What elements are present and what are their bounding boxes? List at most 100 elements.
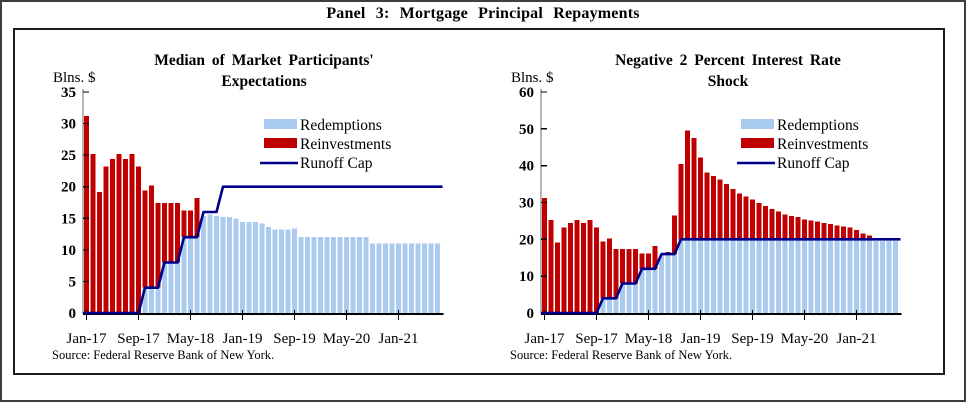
x-tick-label: Sep-19 <box>273 331 316 347</box>
chart-title-line2: Shock <box>708 73 749 90</box>
redemption-bar <box>815 239 820 313</box>
redemption-bar <box>227 217 232 313</box>
runoff-cap-line <box>541 238 901 315</box>
reinvestment-bar <box>574 220 580 313</box>
redemption-bar <box>659 255 664 313</box>
charts-container: 0 5 10 15 20 25 30 35 Jan-17 Sep-17 May-18 Jan-19 Se… <box>13 28 945 375</box>
reinvestment-bar <box>548 220 554 313</box>
legend-label-runoff-cap: Runoff Cap <box>300 155 373 172</box>
reinvestment-bar <box>162 203 167 263</box>
redemption-bar <box>207 214 213 313</box>
reinvestment-bar <box>789 215 794 240</box>
redemption-bar <box>324 237 330 313</box>
redemption-bar <box>626 283 632 313</box>
redemption-bar <box>246 222 252 313</box>
source-note: Source: Federal Reserve Bank of New York… <box>510 348 732 362</box>
legend: Redemptions Reinvestments Runoff Cap <box>737 117 868 172</box>
reinvestment-bar <box>149 185 154 288</box>
reinvestment-bar <box>685 130 690 240</box>
redemption-bar <box>376 243 382 313</box>
redemption-bar <box>155 287 161 313</box>
redemption-bar <box>821 239 827 313</box>
x-tick-label: Jan-19 <box>681 331 721 347</box>
y-axis-unit-label: Blns. $ <box>53 70 96 86</box>
y-tick-label: 15 <box>61 211 76 227</box>
redemptions-bars <box>600 239 898 313</box>
reinvestment-bar <box>613 248 619 299</box>
redemption-bar <box>298 237 304 313</box>
axes: 0 5 10 15 20 25 30 35 Jan-17 Sep-17 May-18 Jan-19 Se… <box>61 85 444 347</box>
redemption-bar <box>691 239 697 313</box>
redemption-bar <box>233 218 239 313</box>
redemption-bar <box>620 283 625 313</box>
reinvestment-bar <box>841 226 846 240</box>
x-tick-label: Jan-17 <box>525 331 565 347</box>
redemption-bar <box>685 239 690 313</box>
redemption-bar <box>305 237 310 313</box>
reinvestments-bars <box>542 130 872 313</box>
redemption-bar <box>428 243 434 313</box>
reinvestment-bar <box>782 214 788 240</box>
y-tick-label: 10 <box>61 243 76 259</box>
y-tick-label: 20 <box>61 180 76 196</box>
redemption-bar <box>149 287 154 313</box>
legend-swatch-reinvestments <box>264 138 297 148</box>
redemption-bar <box>175 262 180 313</box>
reinvestment-bar <box>581 223 586 313</box>
reinvestment-bar <box>802 219 807 240</box>
redemption-bar <box>834 239 840 313</box>
redemption-bar <box>600 298 606 313</box>
redemption-bar <box>214 215 219 313</box>
redemption-bar <box>646 268 651 313</box>
axes: 0 10 20 30 40 50 60 Jan-17 Sep-17 May-18 Jan-19 Sep… <box>519 85 902 347</box>
chart-rate-shock: 0 10 20 30 40 50 60 Jan-17 Sep-17 May-18 Jan-19 Sep… <box>479 30 943 373</box>
panel-title: Panel 3: Mortgage Principal Repayments <box>326 5 640 22</box>
redemption-bar <box>789 239 794 313</box>
redemption-bar <box>201 215 206 313</box>
reinvestment-bar <box>142 190 148 288</box>
reinvestment-bar <box>763 206 768 240</box>
y-tick-label: 50 <box>519 122 534 138</box>
redemption-bar <box>331 237 336 313</box>
reinvestment-bar <box>769 209 775 240</box>
redemption-bar <box>717 239 723 313</box>
x-tick-label: May-20 <box>323 331 371 347</box>
redemption-bar <box>272 229 278 313</box>
redemption-bar <box>415 243 421 313</box>
reinvestment-bar <box>750 199 755 240</box>
redemption-bar <box>776 239 781 313</box>
redemption-bar <box>672 254 677 313</box>
redemption-bar <box>730 239 736 313</box>
legend-label-reinvestments: Reinvestments <box>777 136 868 153</box>
median-expectations-chart-svg: 0 5 10 15 20 25 30 35 Jan-17 Sep-17 May-18 Jan-19 Se… <box>52 52 444 362</box>
redemption-bar <box>756 239 762 313</box>
chart-title-line1: Median of Market Participants' <box>154 52 374 69</box>
redemption-bar <box>860 239 866 313</box>
reinvestments-bars <box>84 115 200 314</box>
reinvestment-bar <box>123 158 128 313</box>
redemption-bar <box>867 239 872 313</box>
redemption-bar <box>389 243 395 313</box>
reinvestment-bar <box>626 248 632 284</box>
y-tick-label: 35 <box>61 85 76 101</box>
redemption-bar <box>181 237 187 313</box>
reinvestment-bar <box>594 227 599 313</box>
reinvestment-bar <box>795 217 801 240</box>
redemption-bar <box>802 239 807 313</box>
reinvestment-bar <box>155 203 161 288</box>
redemption-bar <box>422 243 427 313</box>
redemption-bar <box>259 223 265 313</box>
legend-swatch-redemptions <box>264 119 297 129</box>
reinvestment-bar <box>717 179 723 240</box>
redemption-bar <box>220 217 226 313</box>
legend-label-redemptions: Redemptions <box>777 117 859 134</box>
reinvestment-bar <box>776 211 781 240</box>
x-tick-label: May-18 <box>625 331 673 347</box>
y-tick-label: 60 <box>519 85 534 101</box>
x-tick-label: Sep-17 <box>575 331 618 347</box>
redemption-bar <box>769 239 775 313</box>
reinvestment-bar <box>821 222 827 240</box>
reinvestment-bar <box>97 191 102 313</box>
reinvestment-bar <box>129 153 135 313</box>
redemption-bar <box>678 239 684 313</box>
